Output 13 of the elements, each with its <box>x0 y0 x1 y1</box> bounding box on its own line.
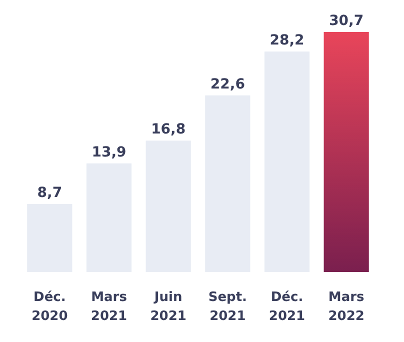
data-label: 30,7 <box>329 13 364 29</box>
bar <box>324 32 369 272</box>
x-tick-label: Mars 2021 <box>90 290 128 324</box>
data-label: 8,7 <box>37 184 62 201</box>
x-tick-label: Déc. 2021 <box>268 290 306 324</box>
data-label: 16,8 <box>151 122 186 138</box>
data-label: 13,9 <box>92 144 126 160</box>
x-tick-label: Déc. 2020 <box>32 290 68 324</box>
data-label: 22,6 <box>210 76 245 92</box>
data-label: 28,2 <box>270 32 304 49</box>
x-tick-label: Sept. 2021 <box>208 290 247 324</box>
x-tick-label: Mars 2022 <box>328 290 365 324</box>
x-tick-label: Juin 2021 <box>150 290 186 324</box>
